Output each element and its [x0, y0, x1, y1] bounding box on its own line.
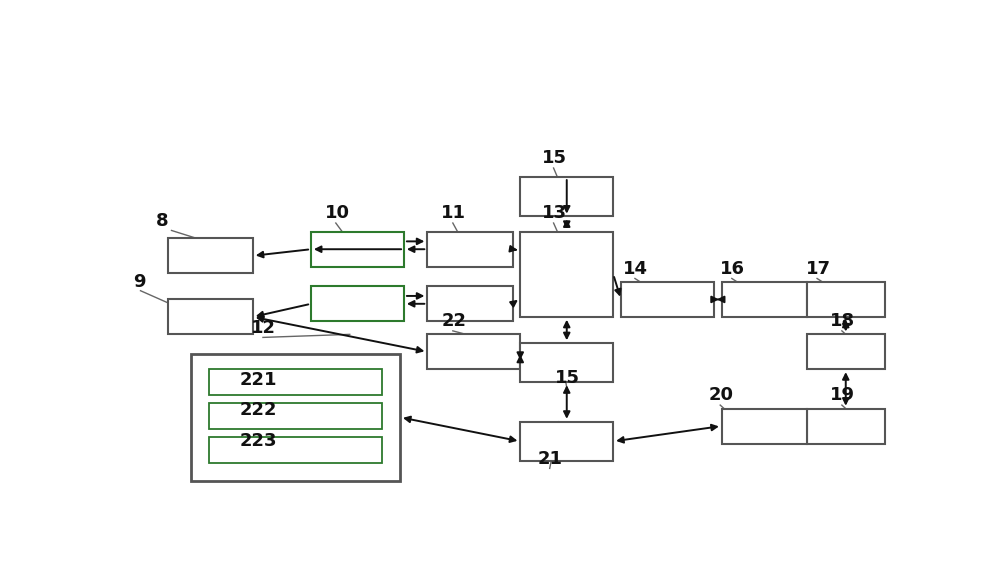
FancyArrowPatch shape: [517, 352, 523, 362]
Bar: [722, 282, 807, 317]
Bar: [209, 369, 382, 395]
Bar: [168, 238, 253, 273]
Text: 19: 19: [830, 386, 855, 404]
Bar: [427, 286, 512, 321]
FancyArrowPatch shape: [409, 301, 424, 307]
FancyArrowPatch shape: [564, 180, 570, 211]
FancyArrowPatch shape: [407, 239, 422, 244]
FancyArrowPatch shape: [258, 304, 308, 318]
Text: 221: 221: [240, 371, 277, 389]
Text: 9: 9: [133, 273, 145, 291]
Bar: [311, 232, 404, 266]
Text: 10: 10: [325, 204, 350, 222]
Text: 17: 17: [805, 260, 830, 278]
Bar: [209, 437, 382, 463]
Bar: [168, 299, 253, 335]
FancyArrowPatch shape: [405, 417, 515, 442]
Bar: [722, 409, 807, 443]
Text: 15: 15: [542, 149, 567, 167]
Bar: [427, 232, 512, 266]
FancyArrowPatch shape: [509, 246, 516, 252]
FancyArrowPatch shape: [316, 247, 401, 252]
Bar: [621, 282, 714, 317]
Text: 14: 14: [623, 260, 648, 278]
Bar: [427, 335, 520, 369]
Text: 15: 15: [555, 369, 580, 387]
FancyArrowPatch shape: [843, 374, 849, 404]
FancyArrowPatch shape: [258, 249, 308, 257]
Bar: [807, 335, 885, 369]
Text: 222: 222: [240, 401, 277, 420]
FancyArrowPatch shape: [409, 247, 424, 252]
FancyArrowPatch shape: [564, 221, 570, 227]
Bar: [807, 282, 885, 317]
FancyArrowPatch shape: [258, 316, 422, 353]
Text: 21: 21: [538, 450, 563, 468]
Text: 12: 12: [251, 319, 276, 337]
Bar: [520, 177, 613, 217]
Text: 20: 20: [709, 386, 734, 404]
FancyArrowPatch shape: [843, 322, 849, 329]
FancyArrowPatch shape: [614, 277, 621, 295]
Text: 223: 223: [240, 432, 277, 450]
FancyArrowPatch shape: [564, 387, 570, 417]
Text: 11: 11: [441, 204, 466, 222]
Text: 18: 18: [830, 312, 855, 330]
Text: 16: 16: [720, 260, 745, 278]
FancyArrowPatch shape: [618, 425, 717, 443]
Text: 13: 13: [542, 204, 567, 222]
FancyArrowPatch shape: [564, 322, 570, 338]
Bar: [209, 403, 382, 429]
FancyArrowPatch shape: [407, 293, 422, 299]
Bar: [520, 343, 613, 382]
FancyArrowPatch shape: [510, 301, 516, 307]
Text: 8: 8: [156, 211, 169, 230]
Bar: [191, 354, 400, 481]
Bar: [520, 422, 613, 461]
Text: 22: 22: [441, 312, 466, 330]
Bar: [807, 409, 885, 443]
Bar: [520, 232, 613, 317]
FancyArrowPatch shape: [711, 297, 725, 302]
Bar: [311, 286, 404, 321]
